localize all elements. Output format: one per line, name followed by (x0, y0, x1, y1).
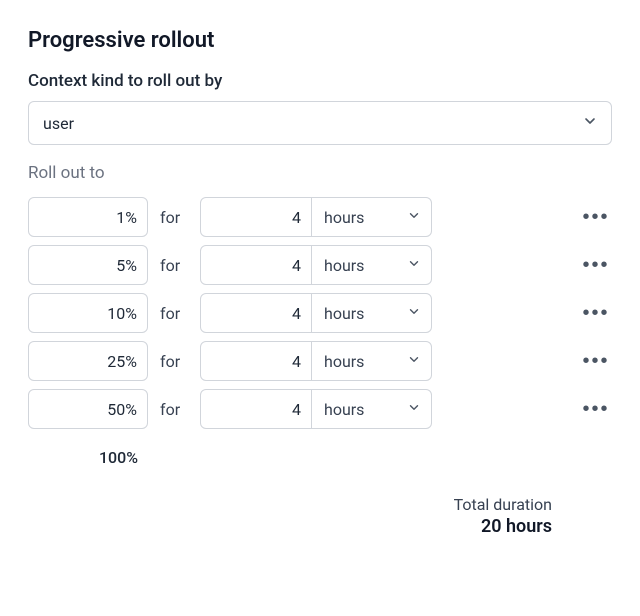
for-label: for (160, 304, 188, 323)
page-title: Progressive rollout (28, 28, 612, 53)
duration-unit-select[interactable]: hours (311, 198, 431, 236)
percent-input[interactable] (28, 293, 148, 333)
more-actions-button[interactable]: ••• (580, 201, 612, 233)
rollout-label: Roll out to (28, 163, 612, 183)
final-percent: 100% (28, 437, 148, 477)
chevron-down-icon (407, 208, 421, 227)
duration-group: hours (200, 293, 432, 333)
duration-unit-select[interactable]: hours (311, 390, 431, 428)
chevron-down-icon (407, 304, 421, 323)
rollout-step-row: for hours ••• (28, 241, 612, 289)
for-label: for (160, 400, 188, 419)
rollout-steps: for hours ••• for hours (28, 193, 612, 481)
duration-unit-value: hours (324, 400, 364, 419)
for-label: for (160, 256, 188, 275)
for-label: for (160, 208, 188, 227)
duration-unit-value: hours (324, 208, 364, 227)
duration-unit-value: hours (324, 256, 364, 275)
context-kind-label: Context kind to roll out by (28, 71, 612, 91)
chevron-down-icon (407, 256, 421, 275)
duration-input[interactable] (201, 342, 311, 380)
chevron-down-icon (407, 352, 421, 371)
rollout-step-row: for hours ••• (28, 337, 612, 385)
context-kind-value: user (43, 114, 74, 133)
more-actions-button[interactable]: ••• (580, 297, 612, 329)
ellipsis-icon: ••• (582, 254, 609, 277)
percent-input[interactable] (28, 245, 148, 285)
percent-input[interactable] (28, 389, 148, 429)
ellipsis-icon: ••• (582, 350, 609, 373)
rollout-step-row: for hours ••• (28, 193, 612, 241)
duration-input[interactable] (201, 198, 311, 236)
ellipsis-icon: ••• (582, 398, 609, 421)
rollout-step-row: for hours ••• (28, 385, 612, 433)
for-label: for (160, 352, 188, 371)
duration-group: hours (200, 245, 432, 285)
context-kind-select-wrap: user (28, 101, 612, 145)
rollout-final-row: 100% (28, 433, 612, 481)
duration-input[interactable] (201, 246, 311, 284)
total-duration-value: 20 hours (28, 516, 552, 537)
duration-input[interactable] (201, 294, 311, 332)
ellipsis-icon: ••• (582, 206, 609, 229)
duration-unit-select[interactable]: hours (311, 246, 431, 284)
duration-group: hours (200, 197, 432, 237)
more-actions-button[interactable]: ••• (580, 345, 612, 377)
ellipsis-icon: ••• (582, 302, 609, 325)
rollout-step-row: for hours ••• (28, 289, 612, 337)
total-duration-label: Total duration (28, 495, 552, 514)
more-actions-button[interactable]: ••• (580, 393, 612, 425)
total-duration-summary: Total duration 20 hours (28, 495, 612, 537)
duration-group: hours (200, 389, 432, 429)
duration-group: hours (200, 341, 432, 381)
percent-input[interactable] (28, 197, 148, 237)
duration-unit-value: hours (324, 352, 364, 371)
percent-input[interactable] (28, 341, 148, 381)
duration-unit-select[interactable]: hours (311, 342, 431, 380)
progressive-rollout-panel: Progressive rollout Context kind to roll… (28, 28, 612, 537)
more-actions-button[interactable]: ••• (580, 249, 612, 281)
chevron-down-icon (407, 400, 421, 419)
duration-unit-value: hours (324, 304, 364, 323)
duration-input[interactable] (201, 390, 311, 428)
duration-unit-select[interactable]: hours (311, 294, 431, 332)
context-kind-select[interactable]: user (28, 101, 612, 145)
